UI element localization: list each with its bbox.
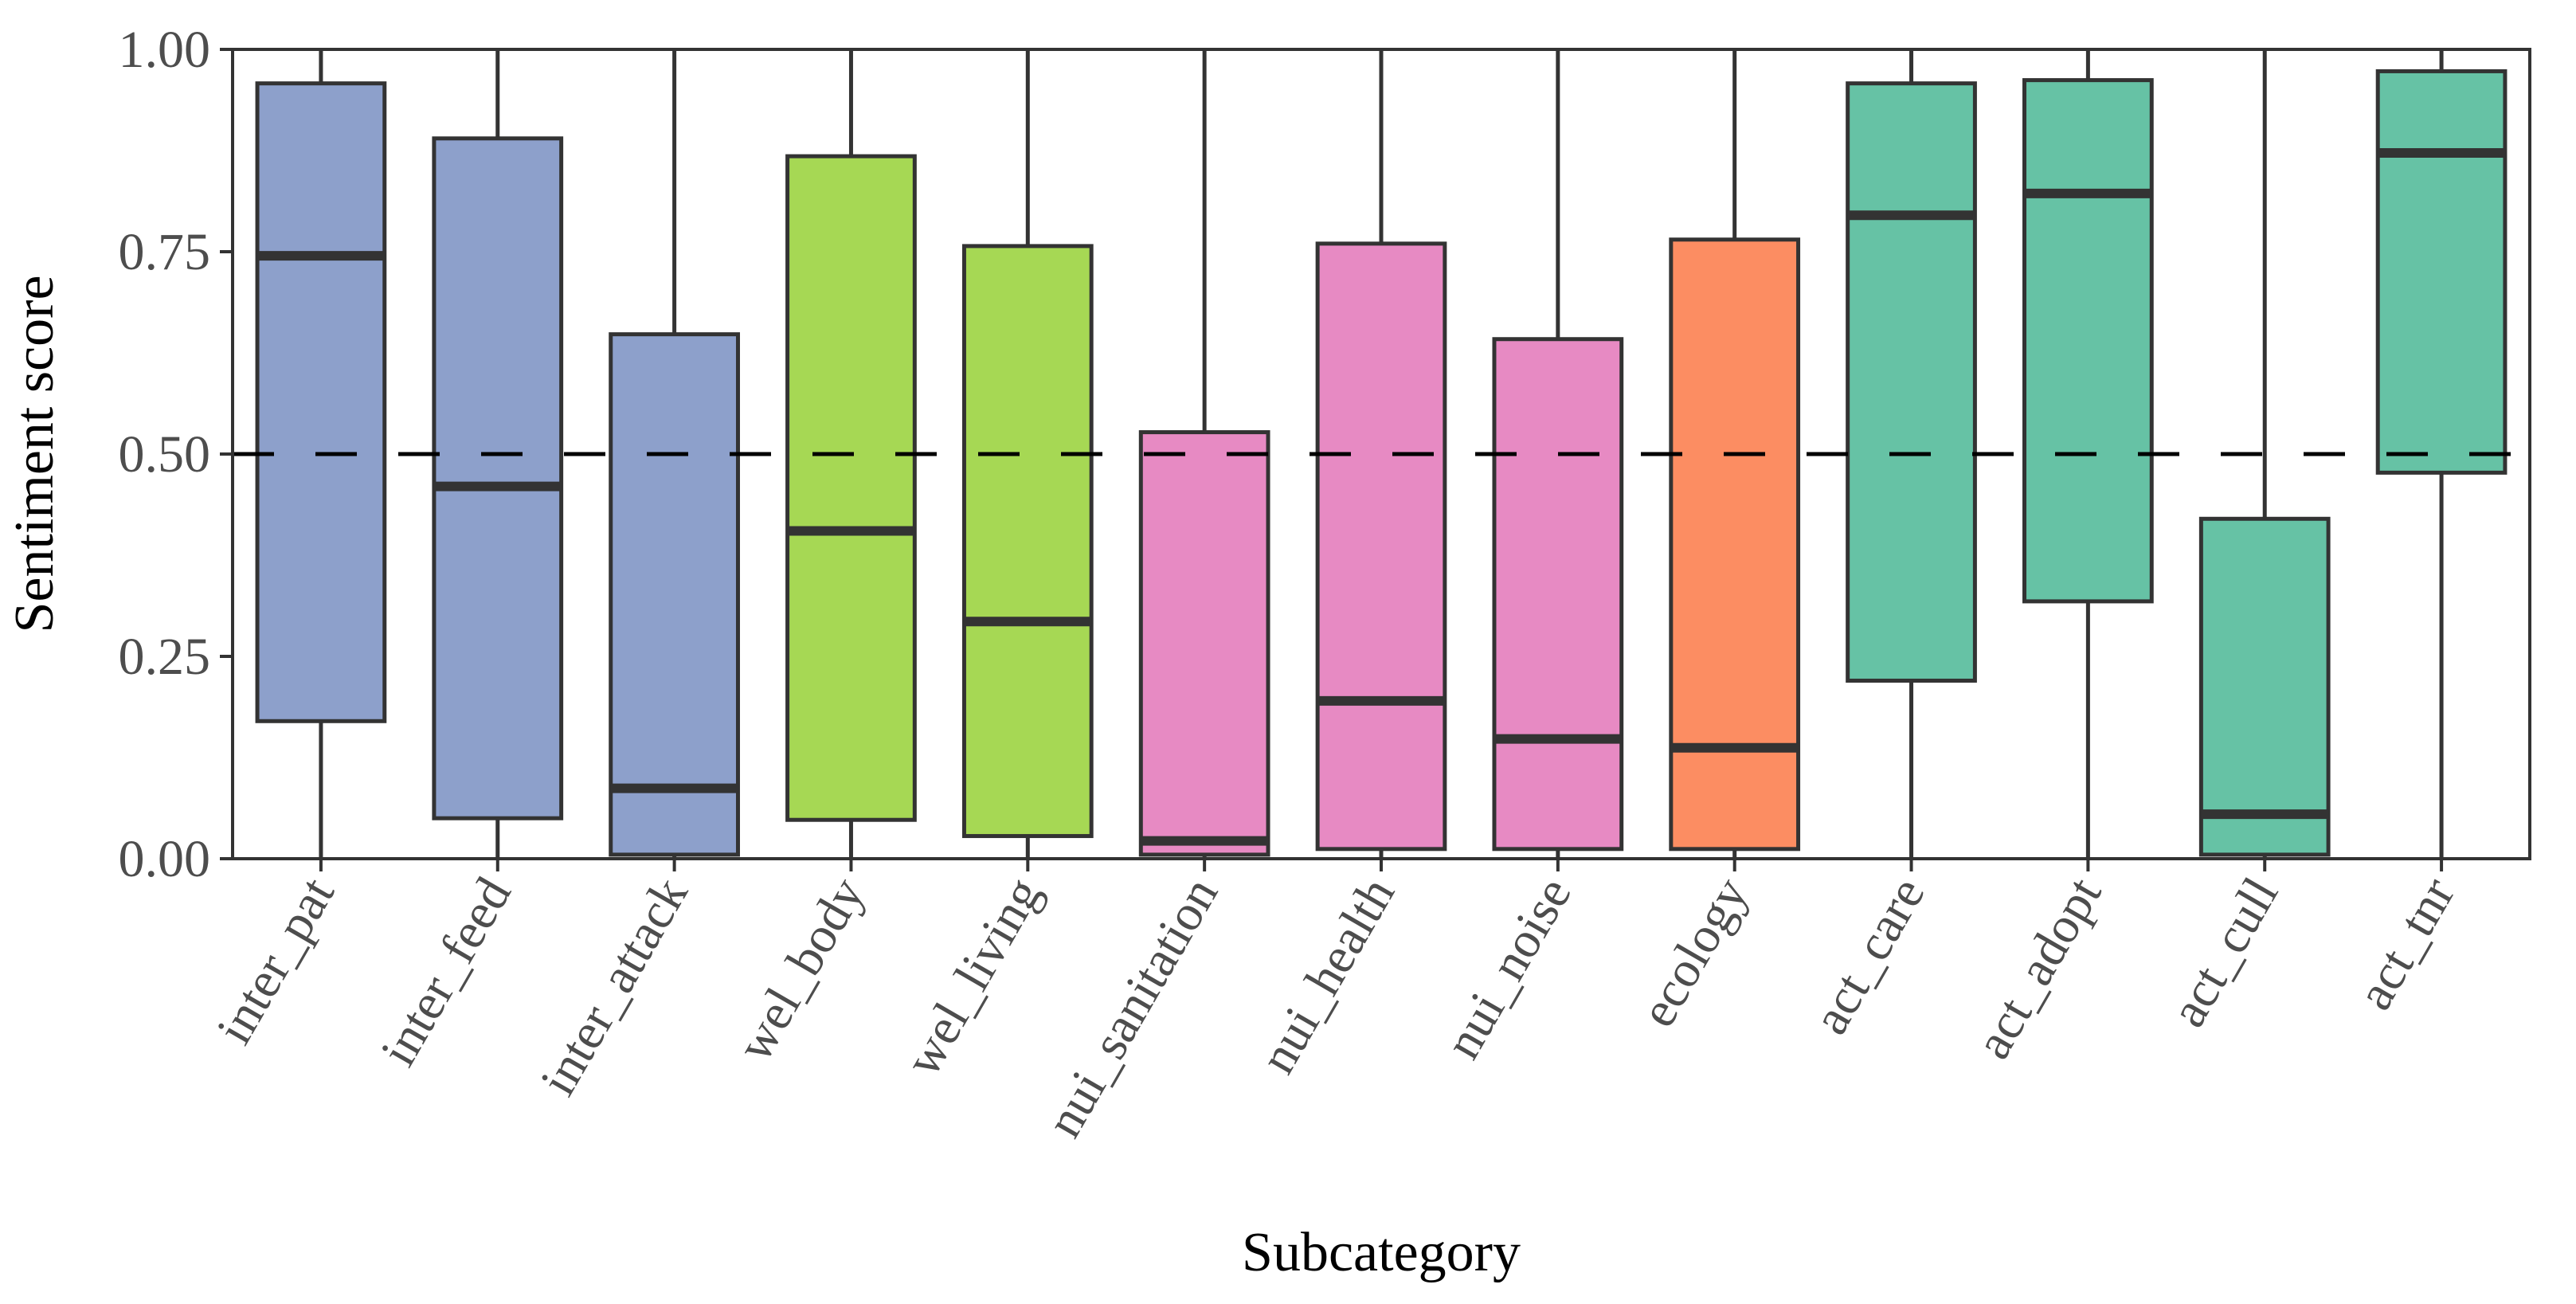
- box-iqr: [2375, 69, 2507, 475]
- x-tick-label: nui_sanitation: [1035, 868, 1228, 1147]
- box-ecology: [1669, 49, 1801, 859]
- box-act_adopt: [2022, 49, 2154, 859]
- x-axis: inter_pat inter_feed inter_attack wel_body w…: [206, 859, 2465, 1146]
- x-tick-label: ecology: [1629, 868, 1759, 1036]
- x-tick-label: wel_living: [894, 868, 1051, 1086]
- box-wel_body: [785, 49, 917, 859]
- box-iqr: [609, 332, 740, 857]
- box-iqr: [1492, 337, 1624, 852]
- x-tick-label: inter_feed: [370, 868, 522, 1075]
- box-act_cull: [2198, 49, 2331, 859]
- box-iqr: [2198, 516, 2331, 857]
- box-inter_pat: [255, 49, 387, 859]
- box-iqr: [785, 154, 917, 822]
- box-iqr: [255, 81, 387, 723]
- box-iqr: [961, 244, 1094, 839]
- box-inter_feed: [432, 49, 564, 859]
- box-nui_health: [1315, 49, 1447, 859]
- x-axis-title: Subcategory: [1242, 1222, 1521, 1283]
- y-axis-title: Sentiment score: [4, 275, 65, 632]
- box-iqr: [1669, 237, 1801, 852]
- x-tick-label: act_tnr: [2346, 868, 2465, 1019]
- x-tick-label: inter_pat: [206, 867, 345, 1053]
- box-wel_living: [961, 49, 1094, 859]
- x-tick-label: act_adopt: [1964, 867, 2112, 1067]
- y-tick-label: 0.75: [119, 223, 211, 281]
- x-tick-label: act_cull: [2159, 868, 2289, 1036]
- box-nui_noise: [1492, 49, 1624, 859]
- box-nui_sanitation: [1138, 49, 1270, 859]
- x-tick-label: nui_noise: [1434, 868, 1582, 1068]
- y-tick-label: 0.00: [119, 830, 211, 888]
- box-act_tnr: [2375, 49, 2507, 859]
- box-iqr: [1138, 430, 1270, 857]
- box-iqr: [432, 136, 564, 820]
- box-iqr: [1846, 81, 1977, 683]
- y-tick-label: 1.00: [119, 21, 211, 79]
- y-tick-label: 0.25: [119, 628, 211, 686]
- box-iqr: [1315, 241, 1447, 852]
- x-tick-label: inter_attack: [529, 868, 699, 1105]
- box-iqr: [2022, 78, 2154, 604]
- y-axis: 0.00 0.25 0.50 0.75 1.00: [119, 21, 233, 888]
- x-tick-label: nui_health: [1249, 868, 1406, 1083]
- box-inter_attack: [609, 49, 740, 859]
- boxes-layer: [255, 49, 2507, 859]
- x-tick-label: wel_body: [726, 868, 875, 1071]
- y-tick-label: 0.50: [119, 425, 211, 484]
- box-act_care: [1846, 49, 1977, 859]
- x-tick-label: act_care: [1802, 868, 1936, 1044]
